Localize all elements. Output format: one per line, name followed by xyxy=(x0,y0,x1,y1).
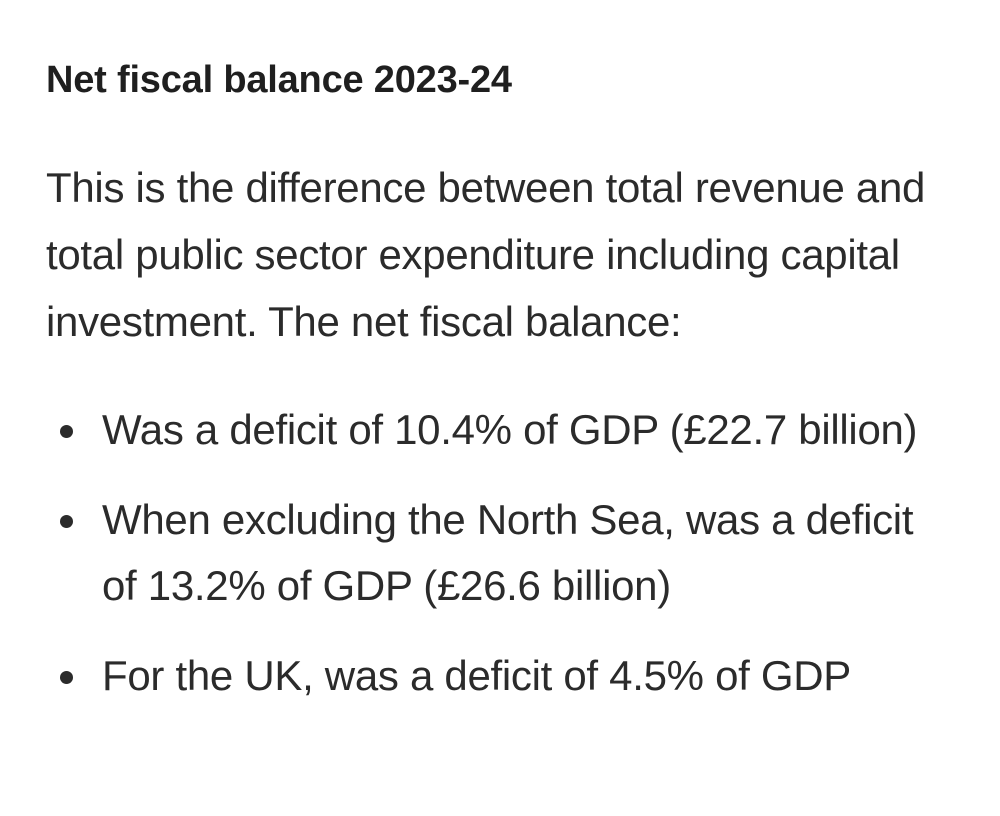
bullet-icon xyxy=(60,425,73,438)
list-item-text: For the UK, was a deficit of 4.5% of GDP xyxy=(102,652,851,699)
bullet-icon xyxy=(60,515,73,528)
bullet-list: Was a deficit of 10.4% of GDP (£22.7 bil… xyxy=(46,397,946,709)
section-heading: Net fiscal balance 2023-24 xyxy=(46,59,512,101)
list-item: For the UK, was a deficit of 4.5% of GDP xyxy=(46,643,946,709)
list-item-text: Was a deficit of 10.4% of GDP (£22.7 bil… xyxy=(102,406,918,453)
intro-paragraph: This is the difference between total rev… xyxy=(46,164,926,345)
list-item-text: When excluding the North Sea, was a defi… xyxy=(102,496,914,609)
bullet-icon xyxy=(60,671,73,684)
article-section: Net fiscal balance 2023-24 This is the d… xyxy=(46,52,946,733)
list-item: When excluding the North Sea, was a defi… xyxy=(46,487,946,619)
list-item: Was a deficit of 10.4% of GDP (£22.7 bil… xyxy=(46,397,946,463)
